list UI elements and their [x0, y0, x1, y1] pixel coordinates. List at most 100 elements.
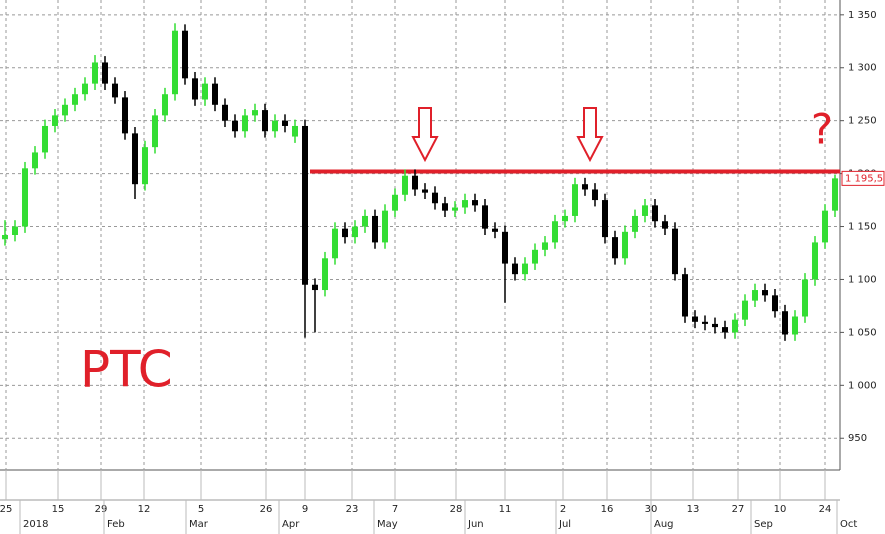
candle-body	[492, 228, 498, 232]
candle-body	[582, 184, 588, 190]
candle-body	[272, 120, 278, 132]
candle-body	[232, 120, 238, 132]
candle-body	[42, 125, 48, 153]
candle-body	[22, 168, 28, 227]
candle-body	[462, 200, 468, 208]
x-tick-label: 29	[95, 504, 108, 515]
x-tick-label: 27	[732, 504, 745, 515]
x-tick-label: 9	[302, 504, 308, 515]
x-tick-label: 11	[499, 504, 512, 515]
candle-body	[402, 175, 408, 195]
candle-body	[382, 210, 388, 243]
candle-body	[482, 205, 488, 229]
x-tick-label: 28	[450, 504, 463, 515]
candle-body	[532, 249, 538, 264]
month-label: 2018	[23, 519, 48, 530]
candle-body	[222, 104, 228, 121]
candle-body	[132, 133, 138, 185]
month-label: Jun	[467, 519, 484, 530]
candle-body	[422, 189, 428, 193]
x-tick-label: 13	[687, 504, 700, 515]
candle-body	[562, 215, 568, 222]
candle-body	[802, 279, 808, 317]
x-tick-label: 25	[0, 504, 12, 515]
chart-title: PTC	[80, 341, 173, 399]
candle-body	[662, 221, 668, 229]
candle-body	[102, 62, 108, 84]
candle-body	[762, 290, 768, 296]
candle-body	[112, 83, 118, 98]
candle-body	[512, 263, 518, 275]
candle-body	[722, 327, 728, 333]
candle-body	[682, 274, 688, 317]
y-tick-label: 1 300	[848, 63, 877, 74]
arrow	[411, 107, 604, 163]
candle-body	[652, 205, 658, 222]
candle-body	[52, 115, 58, 126]
candle-body	[62, 104, 68, 116]
month-label: Aug	[654, 519, 674, 530]
candle-body	[282, 120, 288, 126]
candle-body	[212, 83, 218, 105]
x-tick-label: 7	[392, 504, 398, 515]
month-label: May	[377, 519, 398, 530]
candle-body	[12, 226, 18, 235]
candle-body	[252, 110, 258, 116]
candle-body	[542, 242, 548, 250]
x-tick-label: 16	[601, 504, 614, 515]
price-tag	[841, 170, 885, 186]
candle-body	[772, 295, 778, 312]
y-tick-label: 950	[848, 433, 867, 444]
candle-body	[32, 152, 38, 169]
candle-body	[162, 94, 168, 116]
candle-body	[822, 210, 828, 243]
candle-body	[432, 192, 438, 204]
x-tick-label: 26	[260, 504, 273, 515]
candle-body	[72, 94, 78, 105]
candle-body	[692, 316, 698, 322]
candle-body	[172, 30, 178, 95]
candle-body	[452, 207, 458, 211]
candle-body	[372, 215, 378, 243]
candle-body	[202, 83, 208, 100]
y-tick-label: 1 050	[848, 327, 877, 338]
candle-body	[242, 115, 248, 132]
x-tick-label: 10	[774, 504, 787, 515]
candle-body	[392, 194, 398, 211]
candle-body	[412, 175, 418, 190]
annotation: ?	[811, 105, 833, 154]
month-label: Oct	[840, 519, 857, 530]
candle-body	[622, 231, 628, 259]
candle-body	[322, 258, 328, 291]
candle-body	[742, 300, 748, 320]
month-label: Feb	[107, 519, 125, 530]
candle-body	[832, 178, 838, 211]
month-label: Apr	[282, 519, 300, 530]
x-tick-label: 24	[819, 504, 832, 515]
x-tick-label: 15	[52, 504, 65, 515]
candle-body	[812, 242, 818, 280]
y-tick-label: 1 100	[848, 274, 877, 285]
candle-body	[442, 203, 448, 211]
candle-body	[332, 228, 338, 259]
candle-body	[312, 284, 318, 291]
candle-body	[92, 62, 98, 84]
y-tick-label: 1 350	[848, 10, 877, 21]
candle-body	[342, 228, 348, 238]
candle-body	[192, 78, 198, 100]
candle-body	[262, 110, 268, 132]
candle-body	[142, 147, 148, 185]
candle-body	[122, 97, 128, 134]
candle-body	[2, 235, 8, 240]
candle-body	[792, 316, 798, 335]
candle-body	[782, 311, 788, 335]
candle-body	[672, 228, 678, 275]
candle-body	[522, 263, 528, 275]
candle-body	[182, 30, 188, 79]
x-tick-label: 23	[346, 504, 359, 515]
y-tick-label: 1 150	[848, 222, 877, 233]
candle-body	[712, 323, 718, 328]
candle-body	[642, 205, 648, 216]
candle-body	[352, 226, 358, 238]
